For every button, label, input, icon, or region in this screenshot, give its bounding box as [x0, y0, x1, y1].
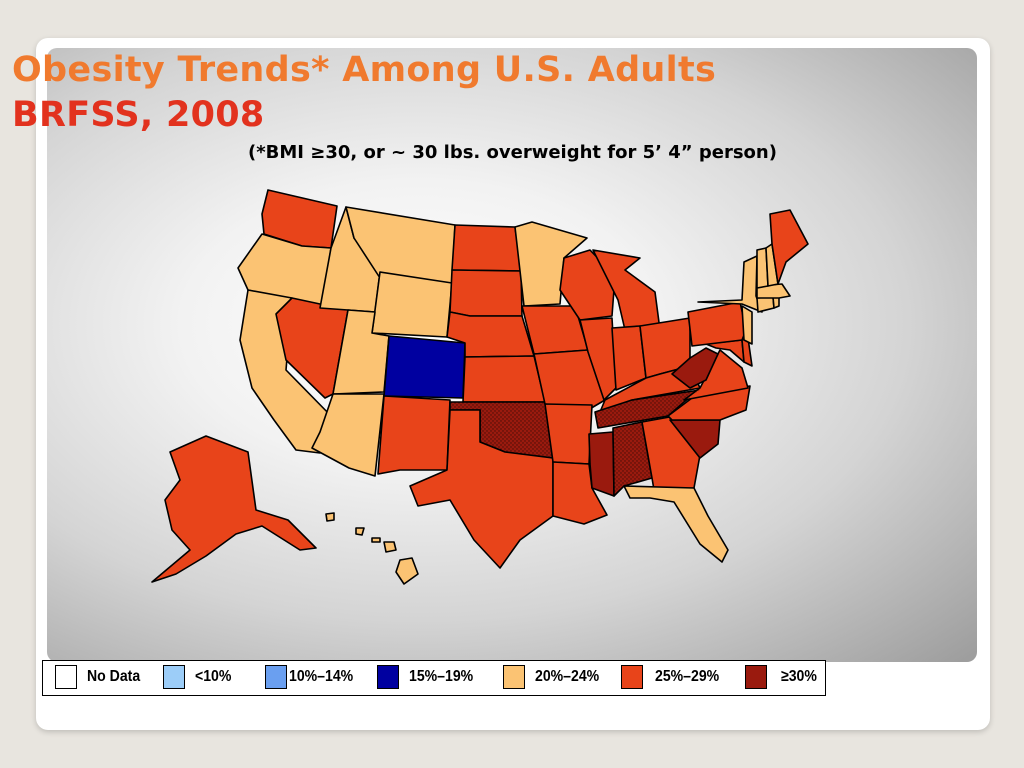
- legend-label-10-14: 10%–14%: [289, 668, 354, 685]
- state-wyoming: [371, 271, 453, 338]
- state-north-dakota: [451, 224, 522, 272]
- state-illinois: [579, 317, 617, 401]
- legend-label-no-data: No Data: [87, 668, 141, 685]
- state-new-york: [697, 255, 763, 313]
- state-alaska: [151, 435, 317, 583]
- state-tennessee-stipple: [595, 390, 700, 428]
- state-mississippi: [588, 431, 615, 497]
- legend-label-ge30: ≥30%: [781, 668, 817, 685]
- state-hawaii-kauai: [325, 512, 335, 522]
- title-line-1: Obesity Trends* Among U.S. Adults: [12, 50, 717, 90]
- state-missouri: [533, 349, 606, 411]
- legend-swatch-25-29: [621, 665, 643, 689]
- legend-swatch-ge30: [745, 665, 767, 689]
- state-florida: [623, 485, 729, 563]
- legend-swatch-lt10: [163, 665, 185, 689]
- state-alabama-stipple: [613, 422, 652, 496]
- state-kansas: [462, 355, 546, 403]
- legend-swatch-10-14: [265, 665, 287, 689]
- state-hawaii-maui: [383, 541, 397, 553]
- state-new-jersey: [741, 305, 753, 345]
- state-west-virginia: [671, 347, 719, 389]
- legend-swatch-20-24: [503, 665, 525, 689]
- state-new-mexico: [377, 395, 451, 475]
- legend-label-25-29: 25%–29%: [655, 668, 720, 685]
- state-colorado: [383, 335, 466, 399]
- subtitle: (*BMI ≥30, or ~ 30 lbs. overweight for 5…: [248, 142, 777, 163]
- state-arizona: [311, 393, 385, 477]
- legend-label-15-19: 15%–19%: [409, 668, 474, 685]
- state-south-dakota: [449, 269, 523, 317]
- legend-swatch-no-data: [55, 665, 77, 689]
- legend-label-lt10: <10%: [195, 668, 232, 685]
- title-line-2: BRFSS, 2008: [12, 95, 265, 135]
- state-virginia: [683, 349, 749, 401]
- state-hawaii-big-island: [395, 557, 419, 585]
- state-maine: [769, 209, 809, 285]
- legend-label-20-24: 20%–24%: [535, 668, 600, 685]
- state-pennsylvania: [687, 301, 747, 347]
- legend-swatch-15-19: [377, 665, 399, 689]
- state-hawaii-molokai: [371, 537, 381, 543]
- state-hawaii-oahu: [355, 527, 365, 536]
- state-louisiana: [552, 461, 608, 525]
- state-michigan: [592, 249, 661, 331]
- state-oklahoma-stipple: [450, 402, 553, 458]
- state-connecticut: [756, 296, 775, 313]
- legend: No Data <10% 10%–14% 15%–19% 20%–24% 25%…: [42, 660, 826, 696]
